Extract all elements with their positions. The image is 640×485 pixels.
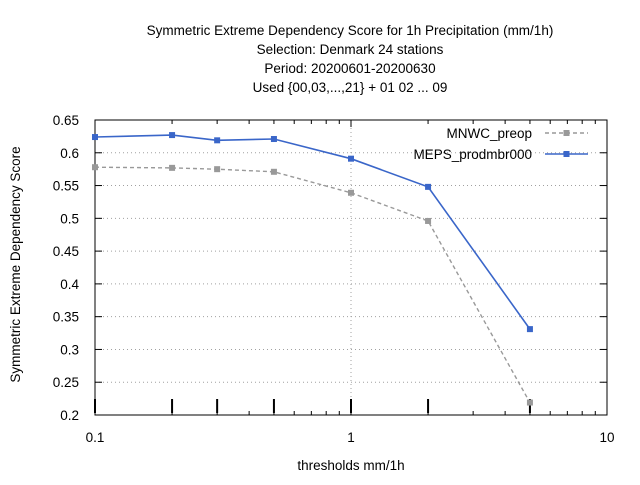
y-axis-ticks: 0.2 0.25 0.3 0.35 0.4 0.45 0.5 0.55 0.6 0.65 (53, 113, 607, 423)
chart-title-block: Symmetric Extreme Dependency Score for 1… (147, 23, 554, 95)
x-tick-label: 10 (599, 430, 614, 445)
y-tick-label: 0.5 (60, 211, 79, 226)
legend: MNWC_preop MEPS_prodmbr000 (413, 126, 588, 162)
y-tick-label: 0.4 (60, 277, 79, 292)
chart-title-line: Symmetric Extreme Dependency Score for 1… (147, 23, 554, 38)
data-point-meps-prodmbr000 (214, 137, 221, 144)
legend-swatch-marker (563, 130, 570, 136)
data-point-meps-prodmbr000 (92, 134, 98, 141)
y-tick-label: 0.35 (53, 310, 79, 325)
grid-lines (95, 120, 607, 415)
legend-label: MNWC_preop (446, 126, 532, 141)
series-line-mnwc-preop (94, 166, 531, 403)
data-point-meps-prodmbr000 (270, 136, 277, 143)
threshold-markers (94, 399, 531, 413)
y-tick-label: 0.3 (60, 342, 79, 357)
legend-swatch-marker (563, 151, 570, 157)
x-tick-label: 1 (347, 430, 355, 445)
y-tick-label: 0.2 (60, 408, 79, 423)
y-tick-label: 0.45 (53, 244, 79, 259)
chart-title-line: Used {00,03,...,21} + 01 02 ... 09 (253, 80, 448, 95)
data-point-mnwc-preop (425, 217, 432, 224)
y-tick-label: 0.55 (53, 179, 79, 194)
series-line-meps-prodmbr000 (94, 134, 531, 330)
x-tick-label: 0.1 (86, 430, 105, 445)
chart-title-line: Selection: Denmark 24 stations (257, 42, 444, 57)
x-axis-label: thresholds mm/1h (297, 458, 404, 473)
chart-title-line: Period: 20200601-20200630 (264, 61, 435, 76)
data-point-mnwc-preop (526, 399, 533, 406)
data-point-mnwc-preop (169, 164, 176, 171)
data-point-mnwc-preop (348, 189, 354, 196)
data-point-mnwc-preop (92, 164, 98, 171)
y-tick-label: 0.25 (53, 375, 79, 390)
data-point-meps-prodmbr000 (425, 183, 432, 190)
y-tick-label: 0.6 (60, 146, 79, 161)
data-point-mnwc-preop (214, 166, 221, 173)
y-axis-label: Symmetric Extreme Dependency Score (8, 146, 23, 382)
data-point-meps-prodmbr000 (348, 155, 354, 162)
data-series (92, 132, 533, 406)
legend-label: MEPS_prodmbr000 (413, 147, 532, 162)
data-point-meps-prodmbr000 (526, 326, 533, 333)
y-tick-label: 0.65 (53, 113, 79, 128)
x-axis-ticks: 0.1 1 10 (86, 120, 615, 445)
data-point-mnwc-preop (270, 168, 277, 175)
data-point-meps-prodmbr000 (169, 132, 176, 139)
